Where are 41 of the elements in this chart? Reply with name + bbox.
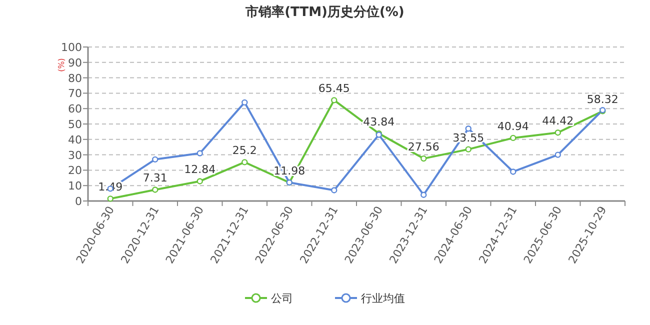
data-label: 7.31 — [142, 172, 168, 185]
point — [554, 129, 561, 136]
legend-label: 行业均值 — [361, 292, 405, 305]
data-label: 65.45 — [318, 82, 350, 96]
point — [242, 159, 248, 166]
legend-label: 公司 — [271, 292, 293, 305]
y-tick-label: 70 — [68, 87, 82, 100]
data-label: 27.56 — [408, 140, 440, 154]
y-tick-label: 90 — [68, 56, 82, 70]
point — [242, 99, 248, 106]
point — [331, 97, 338, 104]
y-tick-label: 30 — [68, 148, 82, 162]
point — [331, 187, 338, 194]
point — [510, 134, 516, 142]
data-label: 12.84 — [184, 163, 216, 176]
point — [554, 152, 561, 158]
point — [420, 192, 427, 198]
point — [196, 178, 203, 184]
chart-title: 市销率(TTM)历史分位(%) — [244, 4, 404, 20]
point — [152, 186, 158, 193]
point — [196, 150, 203, 156]
y-tick-label: 20 — [68, 164, 82, 178]
data-label: 44.42 — [542, 114, 574, 128]
y-tick-label: 60 — [68, 102, 82, 116]
data-label: 43.84 — [363, 115, 395, 128]
y-axis-title: (%) — [57, 58, 66, 72]
y-tick-label: 0 — [75, 195, 82, 208]
point — [510, 168, 516, 175]
point — [420, 155, 427, 162]
y-tick-label: 100 — [61, 41, 82, 54]
point — [465, 146, 472, 152]
y-tick-label: 50 — [68, 118, 82, 131]
point — [465, 126, 472, 132]
y-tick-label: 40 — [68, 133, 82, 146]
y-tick-label: 80 — [68, 72, 82, 85]
data-label: 25.2 — [232, 144, 257, 158]
point — [152, 156, 158, 163]
point — [107, 196, 114, 202]
data-label: 40.94 — [497, 120, 529, 133]
data-label: 58.32 — [586, 93, 618, 106]
y-tick-label: 10 — [68, 180, 82, 193]
